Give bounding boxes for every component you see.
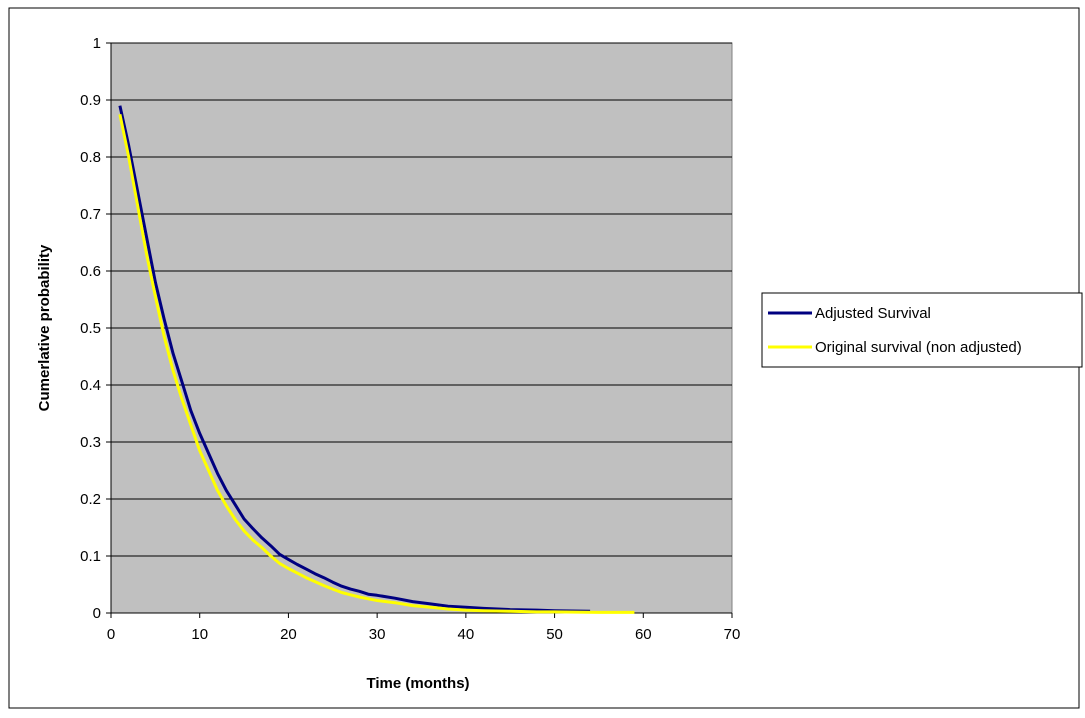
x-tick-label: 10: [191, 626, 208, 643]
series-line-original-survival: [118, 113, 635, 614]
y-tick-label: 0.9: [80, 92, 101, 109]
series-lines: [118, 105, 635, 614]
y-tick-label: 0.3: [80, 434, 101, 451]
series-line-adjusted-survival: [118, 105, 591, 613]
y-tick-label: 0.6: [80, 263, 101, 280]
x-tick-label: 70: [724, 626, 741, 643]
y-tick-label: 0.5: [80, 320, 101, 337]
x-tick-label: 20: [280, 626, 297, 643]
legend-box: [761, 292, 1083, 368]
x-tick-label: 40: [458, 626, 475, 643]
y-tick-label: 0.2: [80, 491, 101, 508]
legend-label-original-survival: Original survival (non adjusted): [815, 339, 1022, 356]
y-axis-label: Cumerlative probability: [36, 244, 53, 411]
y-tick-label: 0.7: [80, 206, 101, 223]
y-tick-label: 0: [93, 605, 101, 622]
y-tick-label: 1: [93, 35, 101, 52]
legend-label-adjusted-survival: Adjusted Survival: [815, 305, 931, 322]
grid-lines: [111, 42, 732, 557]
tick-marks: 00.10.20.30.40.50.60.70.80.910 10 20 30 40 50…: [80, 35, 740, 643]
x-tick-label: 30: [369, 626, 386, 643]
legend: Adjusted Survival Original survival (non…: [761, 292, 1083, 368]
x-tick-label: 50: [546, 626, 563, 643]
y-tick-label: 0.4: [80, 377, 101, 394]
x-tick-label: 0: [107, 626, 115, 643]
x-tick-label: 60: [635, 626, 652, 643]
y-tick-label: 0.8: [80, 149, 101, 166]
x-axis-label: Time (months): [366, 675, 469, 692]
y-tick-label: 0.1: [80, 548, 101, 565]
